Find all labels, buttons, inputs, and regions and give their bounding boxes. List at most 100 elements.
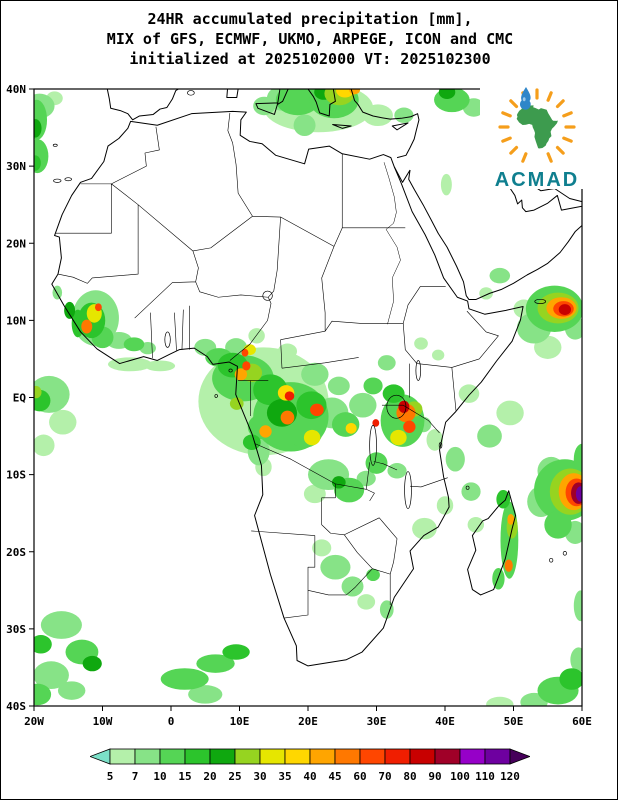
colorbar-label: 10 xyxy=(153,770,166,783)
precip-cell xyxy=(377,355,396,371)
lon-tick-label: 30E xyxy=(367,715,387,728)
lake-victoria xyxy=(387,395,406,418)
precip-cell xyxy=(440,173,452,196)
lake-malawi xyxy=(405,472,412,509)
turkey-levant-coastline xyxy=(351,89,419,158)
precip-cell xyxy=(34,683,52,706)
lon-tick-label: 20E xyxy=(298,715,318,728)
precip-cell xyxy=(293,114,316,137)
colorbar-label: 20 xyxy=(203,770,216,783)
mauritius-island xyxy=(563,551,566,555)
precip-cell xyxy=(394,107,414,123)
precip-cell xyxy=(71,309,85,338)
precip-cell xyxy=(467,517,485,533)
lat-tick-label: 20S xyxy=(6,546,26,559)
precip-cell xyxy=(438,89,456,100)
precip-cell xyxy=(398,400,410,413)
precip-cell xyxy=(284,391,295,401)
colorbar-label: 60 xyxy=(353,770,366,783)
nile-river xyxy=(384,162,400,324)
colorbar-cell xyxy=(209,748,236,765)
precip-cell xyxy=(461,482,481,501)
colorbar-label: 25 xyxy=(228,770,241,783)
colorbar-cell xyxy=(459,748,486,765)
axis-layer: 40N 30N 20N 10N EQ 10S 20S 30S 40S 20W 10W 0 10E 20E 3… xyxy=(6,83,592,728)
italy-greece-coastline xyxy=(227,89,351,128)
precip-cell xyxy=(492,567,505,590)
colorbar-label: 120 xyxy=(500,770,520,783)
precip-cell xyxy=(34,155,41,171)
precip-cell xyxy=(341,576,364,597)
precip-cell xyxy=(570,647,582,673)
country-borders xyxy=(55,113,498,618)
colorbar-label: 7 xyxy=(132,770,139,783)
colorbar-cell xyxy=(134,748,161,765)
precip-shading-layer xyxy=(34,89,582,706)
precip-cell xyxy=(94,303,102,312)
comoros-island xyxy=(466,486,469,489)
precip-cell xyxy=(573,443,582,475)
precip-cell xyxy=(160,668,209,690)
precip-cell xyxy=(242,361,251,371)
colorbar-cell xyxy=(259,748,286,765)
lon-tick-label: 10W xyxy=(93,715,113,728)
sao-tome-island xyxy=(215,394,218,397)
colorbar-cell xyxy=(359,748,386,765)
precip-cell xyxy=(81,319,93,334)
colorbar-cell xyxy=(484,748,511,765)
precip-cell xyxy=(345,422,357,434)
precip-cell xyxy=(34,119,42,138)
precip-cell xyxy=(573,590,582,622)
colorbar-cell xyxy=(284,748,311,765)
precip-cell xyxy=(259,425,272,438)
lon-tick-label: 40E xyxy=(435,715,455,728)
precip-cell xyxy=(477,424,502,448)
islands xyxy=(53,91,566,563)
precip-cell xyxy=(188,685,223,704)
africa-silhouette-icon xyxy=(516,105,558,149)
sun-ray xyxy=(555,99,565,109)
precip-cell xyxy=(365,452,388,474)
precip-cell xyxy=(303,484,326,504)
sun-ray xyxy=(509,99,519,109)
precip-cell xyxy=(144,360,176,372)
precip-cell xyxy=(222,644,250,660)
madeira-island xyxy=(53,144,57,146)
precip-cell xyxy=(301,362,329,386)
precip-cell xyxy=(277,343,298,359)
precip-cell xyxy=(229,397,244,410)
lon-tick-label: 50E xyxy=(504,715,524,728)
sun-ray xyxy=(546,91,553,102)
precip-cell xyxy=(356,470,376,487)
lat-tick-label: 30S xyxy=(6,623,26,636)
lat-tick-label: EQ xyxy=(13,392,27,405)
precip-cell xyxy=(196,654,235,673)
precip-cell xyxy=(107,357,152,372)
mallorca-island xyxy=(187,91,194,96)
colorbar-cell xyxy=(109,748,136,765)
colorbar-label: 30 xyxy=(253,770,266,783)
socotra-island xyxy=(535,299,546,303)
precip-cell xyxy=(379,600,394,619)
sun-ray xyxy=(562,136,573,143)
precip-cell xyxy=(303,429,321,446)
precip-cell xyxy=(382,384,405,403)
precip-cell xyxy=(327,376,350,396)
colorbar-cell xyxy=(434,748,461,765)
lake-turkana xyxy=(416,360,421,380)
colorbar-cell xyxy=(234,748,261,765)
title-line-3: initialized at 2025102000 VT: 2025102300 xyxy=(129,50,491,68)
colorbar-label: 35 xyxy=(278,770,291,783)
africa-coastline xyxy=(52,111,523,666)
sun-ray xyxy=(555,145,565,155)
precip-cell xyxy=(496,400,524,426)
colorbar-cell xyxy=(309,748,336,765)
lake-tanganyika xyxy=(370,425,377,465)
precip-cell xyxy=(34,385,42,399)
precip-cell xyxy=(123,337,145,352)
precip-cell xyxy=(310,403,324,417)
colorbar-cell xyxy=(159,748,186,765)
lon-tick-label: 10E xyxy=(230,715,250,728)
precip-cell xyxy=(412,517,437,540)
lat-tick-label: 10N xyxy=(6,314,26,327)
